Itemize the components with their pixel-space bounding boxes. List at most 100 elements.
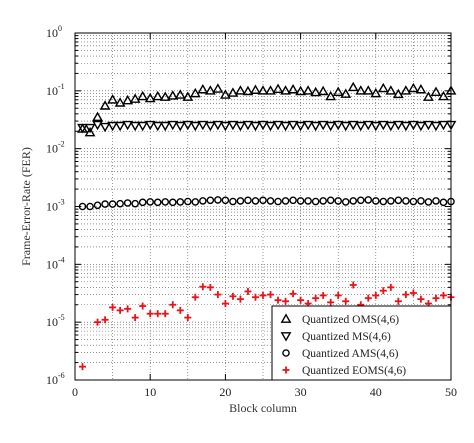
data-point xyxy=(107,121,119,132)
data-point xyxy=(332,120,344,131)
data-point xyxy=(356,196,365,205)
data-point xyxy=(424,198,433,206)
data-point xyxy=(257,120,269,131)
data-point xyxy=(204,85,216,95)
data-point xyxy=(267,291,275,299)
data-point xyxy=(101,316,109,324)
y-axis-title: Frame-Error-Rate (FER) xyxy=(19,147,33,266)
data-point xyxy=(371,197,380,205)
data-point xyxy=(235,121,246,132)
data-point xyxy=(377,82,389,93)
data-point xyxy=(274,296,282,304)
data-point xyxy=(161,310,169,318)
data-point xyxy=(86,202,94,211)
x-tick-label: 10 xyxy=(144,385,156,399)
data-point xyxy=(206,283,214,291)
x-axis-title: Block column xyxy=(229,401,297,415)
data-point xyxy=(334,197,343,205)
data-point xyxy=(400,85,412,95)
legend-marker xyxy=(280,332,292,342)
data-point xyxy=(325,90,337,101)
data-point xyxy=(227,87,239,97)
data-point xyxy=(114,97,126,107)
data-point xyxy=(79,363,87,371)
data-point xyxy=(235,85,246,95)
data-point xyxy=(402,291,410,299)
data-point xyxy=(109,303,117,311)
data-point xyxy=(197,120,209,131)
data-point xyxy=(423,120,434,131)
data-point xyxy=(377,120,389,131)
data-point xyxy=(439,291,447,299)
data-marks xyxy=(77,81,457,371)
data-point xyxy=(417,197,425,205)
data-point xyxy=(297,296,305,304)
data-point xyxy=(415,121,427,132)
data-point xyxy=(362,120,374,131)
data-point xyxy=(250,84,261,94)
y-tick-label: 10-2 xyxy=(46,140,65,156)
data-point xyxy=(138,198,147,207)
data-point xyxy=(332,86,344,96)
data-point xyxy=(153,198,162,207)
x-tick-label: 0 xyxy=(72,385,78,399)
x-tick-label: 30 xyxy=(295,385,307,399)
data-point xyxy=(355,121,367,132)
data-point xyxy=(257,85,269,95)
data-point xyxy=(84,123,96,134)
data-point xyxy=(184,314,192,322)
data-point xyxy=(124,305,132,313)
data-point xyxy=(317,120,329,131)
data-point xyxy=(152,90,164,101)
data-point xyxy=(347,81,359,92)
data-point xyxy=(282,297,290,305)
data-point xyxy=(385,121,397,132)
data-point xyxy=(131,314,139,322)
data-point xyxy=(266,197,275,205)
data-point xyxy=(146,310,154,318)
data-point xyxy=(221,300,229,308)
data-point xyxy=(214,291,222,299)
data-point xyxy=(167,90,179,100)
data-point xyxy=(417,295,425,303)
data-point xyxy=(114,121,126,132)
data-point xyxy=(144,120,156,131)
data-point xyxy=(439,198,448,207)
data-point xyxy=(407,82,419,93)
data-point xyxy=(370,87,382,98)
data-point xyxy=(289,196,297,205)
data-point xyxy=(244,287,252,295)
data-point xyxy=(312,294,320,302)
series-1 xyxy=(77,120,457,134)
data-point xyxy=(287,120,299,131)
data-point xyxy=(430,121,442,132)
plot-frame xyxy=(74,32,452,381)
data-point xyxy=(189,121,201,132)
data-point xyxy=(137,121,149,132)
data-point xyxy=(199,197,207,205)
data-point xyxy=(108,200,117,208)
legend-marker xyxy=(280,313,292,323)
data-point xyxy=(327,298,335,306)
series-2 xyxy=(78,196,455,211)
data-point xyxy=(311,197,320,206)
data-point xyxy=(236,197,245,205)
data-point xyxy=(101,200,109,208)
data-point xyxy=(84,126,96,137)
data-point xyxy=(326,196,335,205)
data-point xyxy=(415,83,427,94)
data-point xyxy=(251,293,259,301)
data-point xyxy=(242,120,254,131)
data-point xyxy=(295,121,307,132)
data-point xyxy=(438,120,449,131)
data-point xyxy=(189,87,201,98)
data-point xyxy=(341,198,350,206)
data-point xyxy=(219,89,231,99)
y-tick-label: 10-1 xyxy=(46,82,65,98)
data-point xyxy=(144,92,156,103)
data-point xyxy=(281,197,290,205)
data-point xyxy=(280,121,291,132)
data-point xyxy=(168,198,177,207)
data-point xyxy=(272,83,284,93)
series-3 xyxy=(79,281,455,371)
